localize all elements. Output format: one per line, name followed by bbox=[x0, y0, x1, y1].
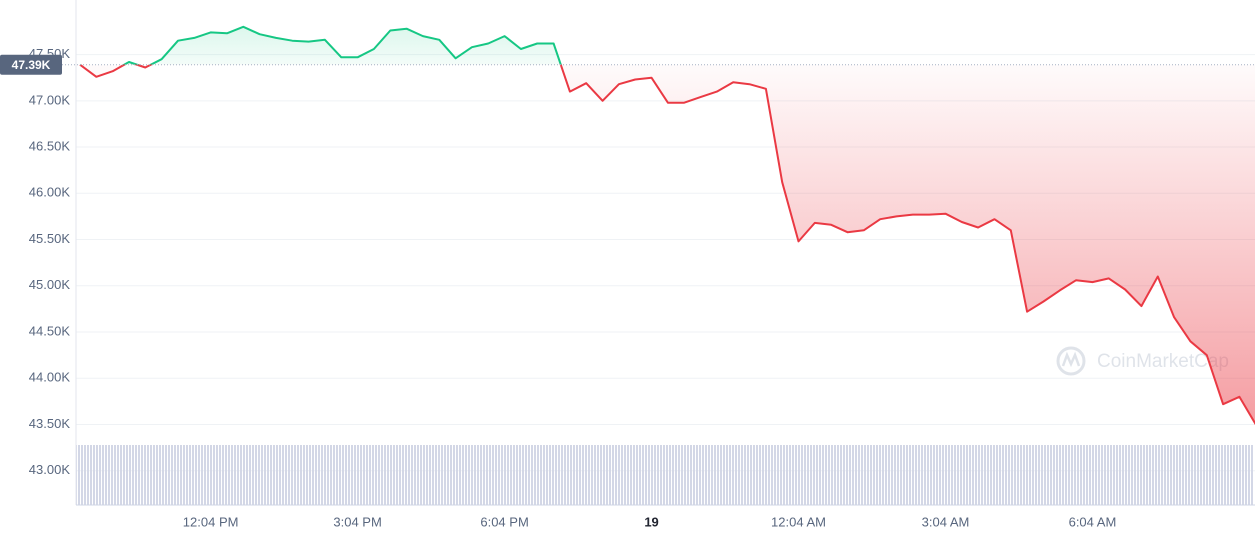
y-tick-label: 47.00K bbox=[29, 92, 71, 107]
price-line bbox=[79, 25, 1255, 426]
y-tick-label: 45.50K bbox=[29, 231, 71, 246]
y-tick-label: 43.50K bbox=[29, 416, 71, 431]
y-tick-label: 46.00K bbox=[29, 185, 71, 200]
watermark: CoinMarketCap bbox=[1056, 346, 1229, 376]
reference-badge bbox=[0, 54, 62, 75]
x-tick-label: 3:04 PM bbox=[333, 514, 381, 529]
reference-label: 47.39K bbox=[12, 58, 51, 72]
y-tick-label: 46.50K bbox=[29, 138, 71, 153]
x-tick-label: 3:04 AM bbox=[922, 514, 970, 529]
x-tick-label: 12:04 AM bbox=[771, 514, 826, 529]
y-tick-label: 44.00K bbox=[29, 370, 71, 385]
y-tick-label: 44.50K bbox=[29, 323, 71, 338]
x-tick-label: 12:04 PM bbox=[183, 514, 239, 529]
watermark-text: CoinMarketCap bbox=[1097, 351, 1229, 372]
y-tick-label: 45.00K bbox=[29, 277, 71, 292]
volume-bars bbox=[76, 445, 1253, 505]
area-fill bbox=[80, 26, 1255, 424]
y-tick-label: 43.00K bbox=[29, 462, 71, 477]
x-tick-label: 6:04 AM bbox=[1069, 514, 1117, 529]
x-tick-label: 6:04 PM bbox=[480, 514, 528, 529]
x-tick-label: 19 bbox=[644, 514, 658, 529]
